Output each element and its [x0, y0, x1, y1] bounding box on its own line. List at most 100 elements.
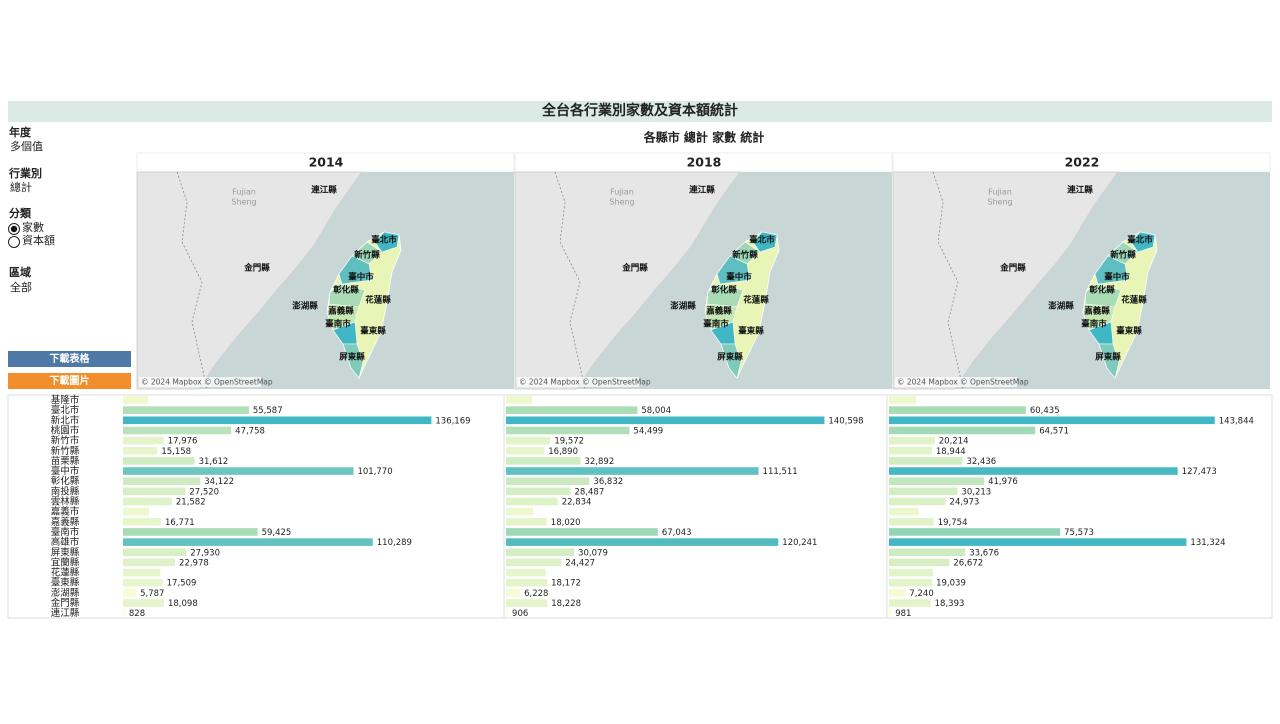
- value-label: 17,976: [168, 437, 198, 447]
- map-label: 澎湖縣: [670, 301, 696, 312]
- bar: [889, 457, 963, 465]
- bar: [889, 507, 919, 516]
- category-label: 宜蘭縣: [51, 556, 80, 568]
- year-header: 2022: [1065, 155, 1100, 170]
- category-label: 苗栗縣: [51, 456, 80, 467]
- category-label: 桃園市: [51, 424, 80, 436]
- category-label: 基隆市: [51, 394, 80, 406]
- value-label: 30,213: [961, 487, 991, 497]
- value-label: 981: [895, 609, 911, 619]
- map-border: [932, 171, 964, 390]
- radio-option[interactable]: 資本額: [8, 233, 56, 248]
- title-bar: [8, 101, 1272, 122]
- value-label: 21,582: [176, 498, 206, 508]
- year-header: 2014: [309, 155, 344, 170]
- category-label: 新竹市: [51, 435, 80, 447]
- category-label: 嘉義縣: [51, 516, 80, 528]
- button-label[interactable]: 下載表格: [50, 352, 91, 365]
- bar: [123, 548, 187, 557]
- map-attribution: © 2024 Mapbox © OpenStreetMap: [519, 378, 651, 387]
- map-label: 臺北市: [1127, 235, 1153, 246]
- bar: [123, 436, 164, 445]
- category-label: 彰化縣: [51, 475, 80, 487]
- radio-label[interactable]: 家數: [22, 220, 44, 234]
- bar: [889, 599, 931, 607]
- value-label: 828: [129, 609, 145, 619]
- category-label: 臺中市: [51, 465, 80, 477]
- map-label: 嘉義縣: [1083, 306, 1110, 317]
- value-label: 15,158: [161, 447, 191, 457]
- bar: [889, 578, 933, 587]
- map-label: 澎湖縣: [292, 301, 318, 312]
- button-bg[interactable]: [8, 351, 131, 367]
- value-label: 28,487: [575, 487, 605, 497]
- attribution-bg: [139, 377, 261, 387]
- bar: [889, 609, 892, 617]
- radio-option[interactable]: 家數: [8, 220, 45, 235]
- value-label: 64,571: [1039, 426, 1069, 436]
- value-label: 18,098: [168, 599, 198, 609]
- map-county: [338, 255, 373, 285]
- bar: [506, 416, 825, 425]
- map-label: 連江縣: [1067, 185, 1093, 196]
- dashboard-title: 全台各行業別家數及資本額統計: [541, 102, 738, 119]
- filter-value[interactable]: 多個值: [10, 139, 43, 153]
- map-county: [374, 231, 400, 253]
- filter-value[interactable]: 全部: [10, 280, 32, 294]
- value-label: 136,169: [435, 416, 470, 426]
- value-label: 18,020: [551, 518, 581, 528]
- category-label: 臺東縣: [51, 577, 80, 589]
- map-label: 屏東縣: [716, 352, 743, 363]
- category-label: 連江縣: [51, 607, 80, 619]
- radio[interactable]: [8, 236, 20, 248]
- value-label: 906: [512, 609, 528, 619]
- bar: [123, 396, 148, 404]
- region-label: Fujian: [988, 188, 1012, 197]
- value-label: 111,511: [763, 467, 798, 477]
- bar: [506, 406, 638, 414]
- map-label: 彰化縣: [1089, 285, 1115, 296]
- map-label: 新竹縣: [1110, 250, 1136, 261]
- bar: [889, 446, 932, 455]
- value-label: 16,890: [548, 447, 578, 457]
- category-label: 高雄市: [51, 536, 80, 548]
- bar: [123, 599, 164, 607]
- filter-value[interactable]: 總計: [10, 180, 32, 194]
- map-label: 金門縣: [621, 263, 648, 274]
- value-label: 22,834: [562, 498, 592, 508]
- bar: [123, 528, 258, 536]
- value-label: 55,587: [253, 406, 283, 416]
- bar: [123, 558, 176, 567]
- download-table-button[interactable]: 下載表格: [8, 351, 131, 367]
- bar: [506, 477, 590, 485]
- category-label: 臺南市: [51, 526, 80, 538]
- map-label: 花蓮縣: [743, 295, 769, 306]
- value-label: 18,228: [551, 599, 581, 609]
- map-label: 新竹縣: [354, 250, 380, 261]
- value-label: 30,079: [578, 548, 608, 558]
- button-label[interactable]: 下載圖片: [50, 374, 90, 387]
- bar: [506, 446, 545, 455]
- bar: [889, 558, 950, 567]
- map-label: 臺中市: [1104, 272, 1130, 283]
- map-border: [176, 171, 208, 390]
- year-header: 2018: [687, 155, 722, 170]
- bar: [889, 436, 935, 445]
- map-label: 新竹縣: [732, 250, 758, 261]
- button-bg[interactable]: [8, 373, 131, 389]
- radio-label[interactable]: 資本額: [22, 233, 55, 247]
- value-label: 32,892: [584, 457, 614, 467]
- radio-dot: [10, 225, 18, 233]
- value-label: 26,672: [953, 558, 983, 568]
- value-label: 31,612: [199, 457, 229, 467]
- bar: [123, 487, 186, 496]
- value-label: 24,973: [950, 498, 980, 508]
- category-label: 新北市: [51, 414, 80, 426]
- map-label: 金門縣: [999, 263, 1026, 274]
- bar: [506, 426, 630, 435]
- download-image-button[interactable]: 下載圖片: [8, 373, 131, 389]
- category-label: 新竹縣: [51, 445, 80, 457]
- value-label: 143,844: [1219, 416, 1254, 426]
